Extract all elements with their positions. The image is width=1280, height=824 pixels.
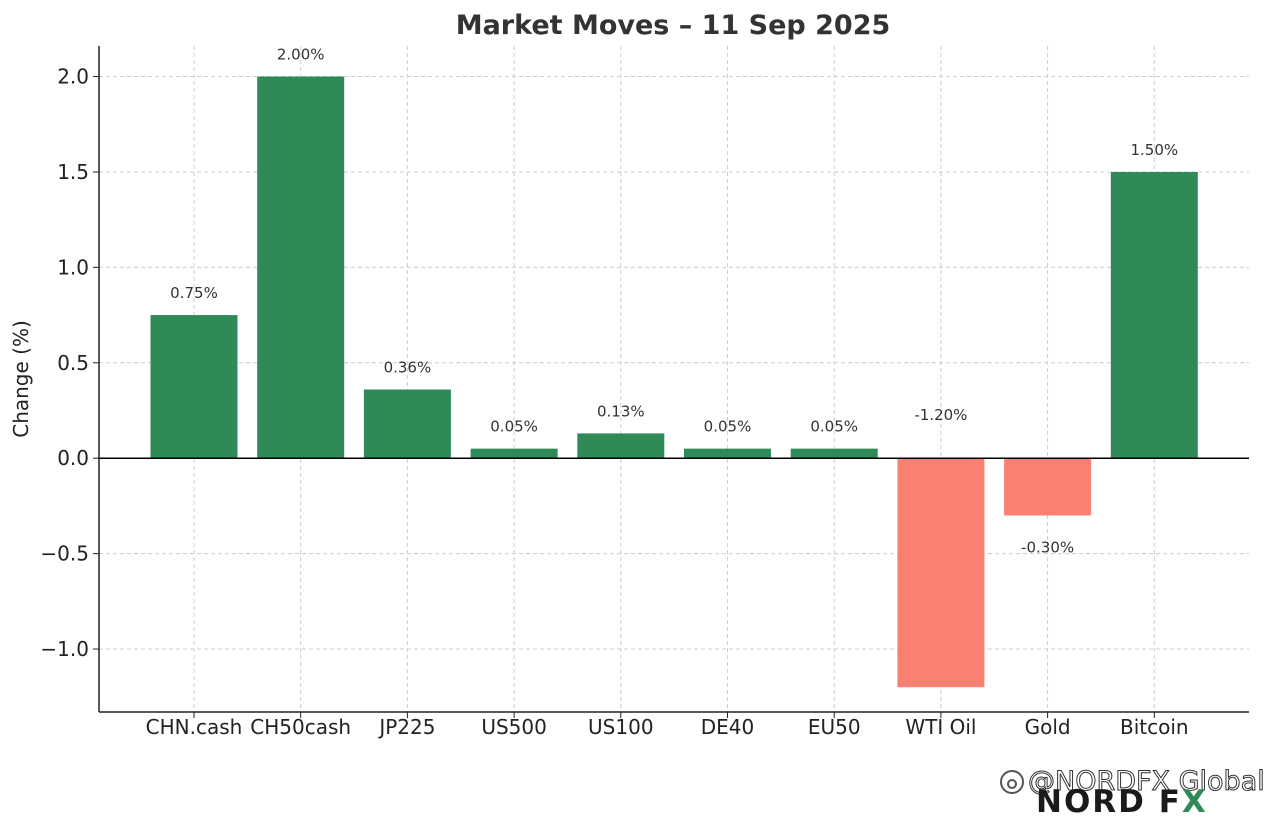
x-tick-label: US100 xyxy=(588,715,654,739)
bars xyxy=(150,76,1198,688)
axes xyxy=(93,46,1249,718)
data-label: 0.05% xyxy=(704,418,752,436)
x-tick-label: WTI Oil xyxy=(905,715,976,739)
y-tick-label: 1.0 xyxy=(57,255,89,279)
data-label: -0.30% xyxy=(1021,538,1074,556)
weibo-icon xyxy=(1000,770,1024,794)
labels: −1.0 −0.5 0.0 0.5 1.0 1.5 2.0 0.75% 2.00% 0.36% 0.… xyxy=(40,46,1188,739)
bar-eu50 xyxy=(790,448,878,459)
x-tick-label: US500 xyxy=(481,715,547,739)
bar-bitcoin xyxy=(1110,171,1198,459)
bar-gold xyxy=(1004,458,1092,516)
bar-us100 xyxy=(577,433,665,459)
y-tick-label: −1.0 xyxy=(40,637,89,661)
data-label: 0.75% xyxy=(170,284,218,302)
watermark-handle: @NORDFX Global xyxy=(1028,766,1265,797)
y-tick-label: 0.0 xyxy=(57,446,89,470)
bar-de40 xyxy=(684,448,771,459)
bar-us500 xyxy=(470,448,558,459)
x-tick-label: Bitcoin xyxy=(1120,715,1189,739)
data-label: 0.05% xyxy=(490,418,538,436)
data-label: -1.20% xyxy=(914,406,967,424)
data-label: 0.36% xyxy=(384,358,432,376)
watermark-brand-logo: NORD FX xyxy=(1036,784,1208,820)
data-label: 2.00% xyxy=(277,46,325,64)
y-axis-label: Change (%) xyxy=(9,320,33,438)
data-label: 0.13% xyxy=(597,402,645,420)
x-tick-label: CH50cash xyxy=(250,715,351,739)
bar-ch50cash xyxy=(257,76,345,459)
bar-wti-oil xyxy=(897,458,985,688)
y-tick-label: 0.5 xyxy=(57,351,89,375)
data-label: 1.50% xyxy=(1130,141,1178,159)
bar-jp225 xyxy=(363,389,451,459)
y-tick-label: −0.5 xyxy=(40,542,89,566)
x-tick-label: JP225 xyxy=(377,715,435,739)
y-tick-label: 2.0 xyxy=(57,65,89,89)
data-label: 0.05% xyxy=(810,418,858,436)
chart-title: Market Moves – 11 Sep 2025 xyxy=(456,10,891,41)
x-tick-label: DE40 xyxy=(701,715,755,739)
bar-chn-cash xyxy=(150,315,238,459)
watermark: @NORDFX Global NORD FX xyxy=(1000,766,1265,820)
x-tick-label: EU50 xyxy=(808,715,861,739)
y-tick-label: 1.5 xyxy=(57,160,89,184)
x-tick-label: CHN.cash xyxy=(146,715,243,739)
x-tick-label: Gold xyxy=(1025,715,1071,739)
